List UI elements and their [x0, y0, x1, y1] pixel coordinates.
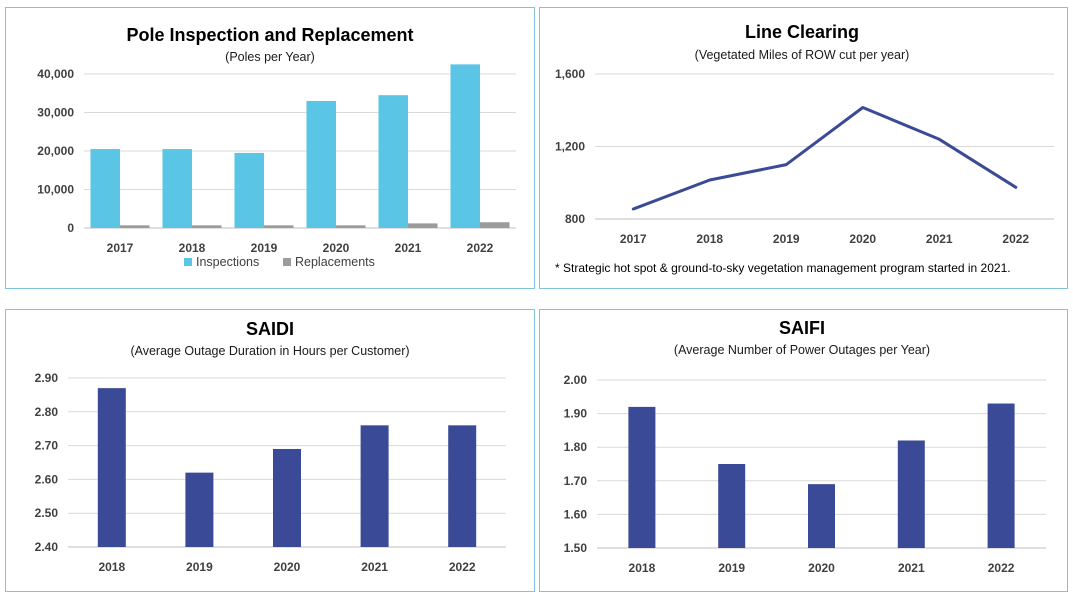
y-tick-label: 0 [67, 221, 74, 235]
x-tick-label: 2020 [274, 560, 301, 574]
y-tick-label: 40,000 [37, 67, 74, 81]
y-tick-label: 20,000 [37, 144, 74, 158]
x-tick-label: 2018 [98, 560, 125, 574]
inspections-bar [90, 149, 120, 228]
y-tick-label: 2.70 [35, 439, 59, 453]
chart-subtitle: (Average Outage Duration in Hours per Cu… [130, 344, 409, 358]
x-tick-label: 2021 [898, 561, 925, 575]
series-line [631, 106, 1018, 211]
y-tick-label: 1.80 [564, 440, 588, 454]
x-tick-label: 2019 [186, 560, 213, 574]
y-tick-label: 10,000 [37, 183, 74, 197]
replacements-bar [120, 225, 150, 228]
x-tick-label: 2017 [107, 241, 134, 255]
y-tick-label: 2.40 [35, 540, 59, 554]
x-tick-label: 2022 [467, 241, 494, 255]
chart-subtitle: (Poles per Year) [225, 50, 315, 64]
x-tick-label: 2021 [926, 232, 953, 246]
line-clearing-chart-panel: Line Clearing (Vegetated Miles of ROW cu… [539, 7, 1068, 289]
data-bar [185, 472, 214, 547]
saifi-chart-panel: SAIFI (Average Number of Power Outages p… [539, 309, 1068, 592]
x-tick-label: 2022 [1002, 232, 1029, 246]
data-bar [987, 403, 1015, 548]
y-tick-label: 2.60 [35, 472, 59, 486]
data-bar [628, 406, 656, 548]
replacements-bar [192, 225, 222, 228]
legend-swatch-replacements [283, 258, 291, 266]
x-tick-label: 2017 [620, 232, 647, 246]
x-tick-label: 2018 [629, 561, 656, 575]
y-tick-label: 30,000 [37, 106, 74, 120]
y-tick-label: 2.00 [564, 373, 588, 387]
y-tick-label: 2.80 [35, 405, 59, 419]
data-bar [97, 388, 126, 547]
y-tick-label: 1,600 [555, 67, 585, 81]
y-tick-label: 2.50 [35, 506, 59, 520]
legend-label-replacements: Replacements [295, 255, 375, 269]
replacements-bar [336, 225, 366, 228]
x-tick-label: 2021 [395, 241, 422, 255]
inspections-bar [378, 95, 408, 228]
x-tick-label: 2018 [179, 241, 206, 255]
x-tick-label: 2022 [988, 561, 1015, 575]
chart-title: Line Clearing [745, 22, 859, 42]
replacements-bar [480, 222, 510, 228]
replacements-bar [264, 225, 294, 228]
y-tick-label: 1.60 [564, 507, 588, 521]
data-bar [273, 448, 301, 547]
x-tick-label: 2021 [361, 560, 388, 574]
legend-label-inspections: Inspections [196, 255, 259, 269]
saidi-chart-panel: SAIDI (Average Outage Duration in Hours … [5, 309, 535, 592]
x-tick-label: 2022 [449, 560, 476, 574]
chart-title: SAIFI [779, 318, 825, 338]
chart-subtitle: (Vegetated Miles of ROW cut per year) [695, 48, 910, 62]
x-tick-label: 2019 [251, 241, 278, 255]
y-tick-label: 1.90 [564, 407, 588, 421]
saidi-chart: SAIDI (Average Outage Duration in Hours … [35, 319, 506, 574]
chart-title: Pole Inspection and Replacement [126, 25, 413, 45]
data-bar [448, 425, 477, 547]
chart-footnote: * Strategic hot spot & ground-to-sky veg… [555, 261, 1011, 275]
inspections-bar [162, 149, 192, 228]
x-tick-label: 2020 [808, 561, 835, 575]
y-tick-label: 1.50 [564, 541, 588, 555]
y-tick-label: 1,200 [555, 140, 585, 154]
chart-title: SAIDI [246, 319, 294, 339]
x-tick-label: 2020 [849, 232, 876, 246]
pole-inspection-chart: Pole Inspection and Replacement (Poles p… [37, 25, 516, 269]
line-clearing-chart: Line Clearing (Vegetated Miles of ROW cu… [555, 22, 1054, 275]
data-bar [360, 425, 389, 547]
replacements-bar [408, 223, 438, 228]
y-tick-label: 1.70 [564, 474, 588, 488]
legend-swatch-inspections [184, 258, 192, 266]
data-bar [808, 484, 835, 548]
pole-inspection-chart-panel: Pole Inspection and Replacement (Poles p… [5, 7, 535, 289]
x-tick-label: 2019 [718, 561, 745, 575]
y-tick-label: 2.90 [35, 371, 59, 385]
inspections-bar [450, 64, 480, 228]
data-bar [897, 440, 925, 548]
x-tick-label: 2020 [323, 241, 350, 255]
chart-subtitle: (Average Number of Power Outages per Yea… [674, 343, 930, 357]
x-tick-label: 2019 [773, 232, 800, 246]
inspections-bar [306, 100, 336, 228]
inspections-bar [234, 152, 264, 228]
y-tick-label: 800 [565, 212, 585, 226]
x-tick-label: 2018 [696, 232, 723, 246]
saifi-chart: SAIFI (Average Number of Power Outages p… [564, 318, 1046, 575]
data-bar [718, 464, 746, 548]
